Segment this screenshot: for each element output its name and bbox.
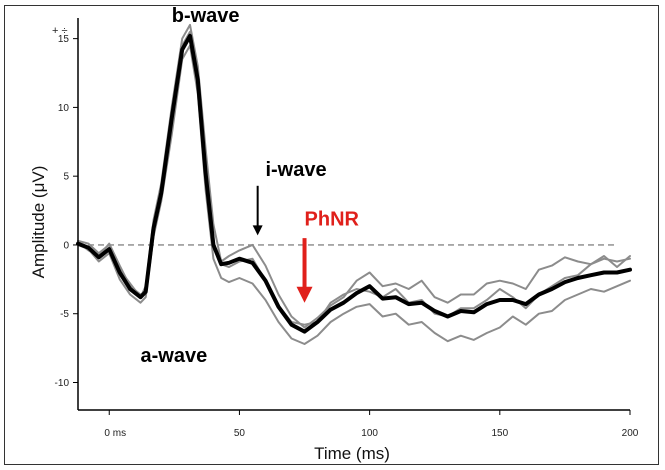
y-tick-label: -10 xyxy=(55,378,70,389)
y-tick-label: -5 xyxy=(60,309,69,320)
x-tick-label: 0 ms xyxy=(104,428,126,439)
annotation-b-wave: b-wave xyxy=(172,5,240,27)
y-tick-label: 5 xyxy=(63,172,69,183)
y-tick-label: 15 xyxy=(58,34,70,45)
i-wave-arrow-head xyxy=(252,225,263,236)
annotation-layer: b-wave a-wave i-wave PhNR xyxy=(140,5,359,367)
x-tick-label: 150 xyxy=(491,428,508,439)
series-line-trace-3 xyxy=(77,30,631,326)
series-line-average xyxy=(76,33,632,334)
annotation-a-wave: a-wave xyxy=(140,345,207,367)
y-tick-label: 10 xyxy=(58,103,70,114)
series-line-trace-1 xyxy=(77,23,631,329)
x-tick-label: 100 xyxy=(361,428,378,439)
series-layer xyxy=(76,23,632,345)
x-tick-label: 50 xyxy=(234,428,246,439)
phnr-arrow-head xyxy=(296,286,313,303)
x-tick-label: 200 xyxy=(622,428,639,439)
axes-layer: -10 -5 0 5 10 15 0 ms 50 100 150 200 xyxy=(55,18,639,439)
annotation-i-wave: i-wave xyxy=(265,159,326,181)
chart-border xyxy=(4,5,659,465)
top-left-symbols: + ÷ xyxy=(52,25,68,37)
y-axis-title: Amplitude (μV) xyxy=(29,166,48,279)
y-tick-label: 0 xyxy=(63,240,69,251)
annotation-phnr: PhNR xyxy=(305,209,360,231)
x-axis-title: Time (ms) xyxy=(314,444,390,463)
